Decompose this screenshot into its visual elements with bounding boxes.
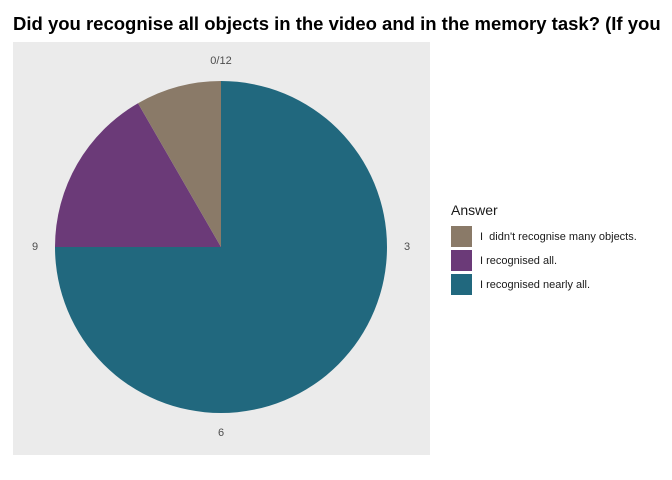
pie-slice-2: [138, 81, 221, 247]
angular-tick-labels: 0/12 3 6 9: [32, 55, 410, 439]
angular-tick-label: 6: [218, 427, 224, 439]
legend-item: I recognised nearly all.: [451, 273, 637, 296]
legend-swatch: [451, 274, 472, 295]
angular-tick-label: 0/12: [210, 55, 231, 67]
legend-label: I didn't recognise many objects.: [480, 230, 637, 243]
legend-item: I recognised all.: [451, 249, 637, 272]
legend: Answer I didn't recognise many objects. I…: [451, 202, 637, 297]
legend-swatch: [451, 250, 472, 271]
angular-tick-label: 3: [404, 241, 410, 253]
legend-title: Answer: [451, 202, 498, 218]
chart-title: Did you recognise all objects in the vid…: [13, 13, 661, 34]
legend-label: I recognised nearly all.: [480, 278, 591, 291]
legend-swatch: [451, 226, 472, 247]
pie-slices: [55, 81, 387, 413]
angular-tick-label: 9: [32, 241, 38, 253]
pie-slice-1: [55, 103, 221, 248]
legend-item: I didn't recognise many objects.: [451, 225, 637, 248]
legend-items: I didn't recognise many objects. I recogn…: [451, 225, 637, 296]
legend-label: I recognised all.: [480, 254, 558, 267]
